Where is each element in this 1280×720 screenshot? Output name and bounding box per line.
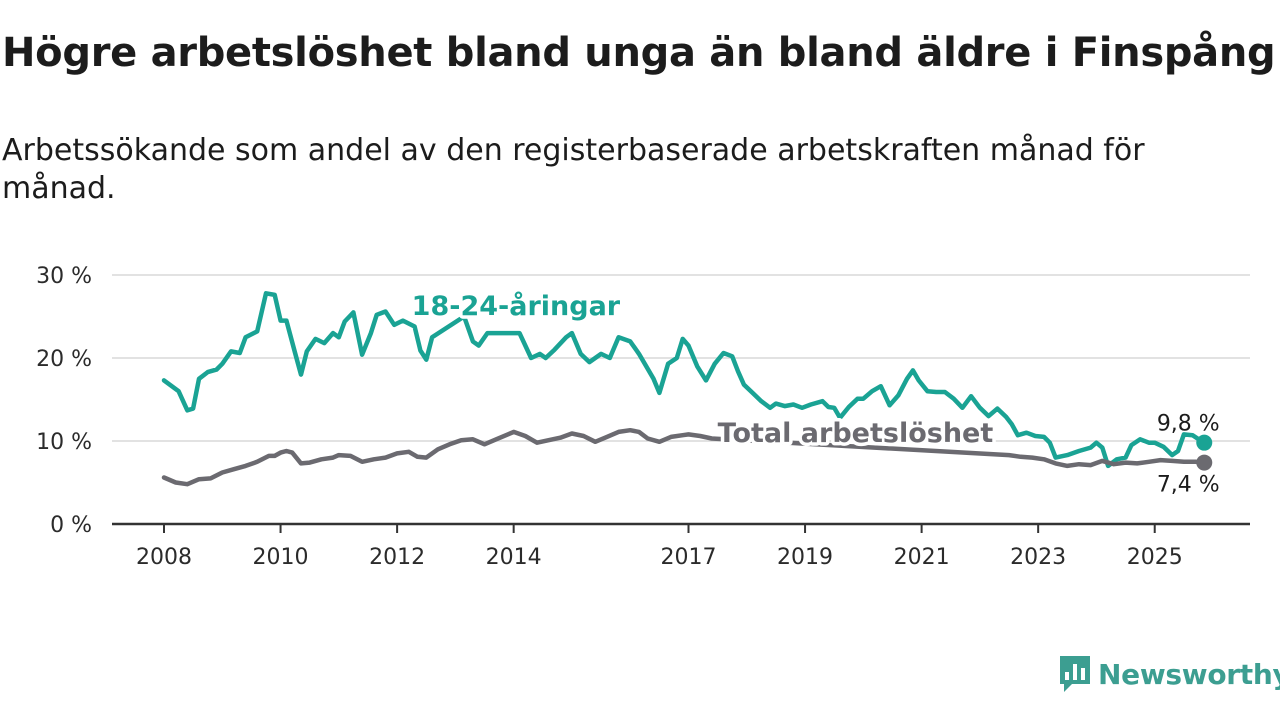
brand-logo: Newsworthy [1058,654,1280,694]
x-tick-label: 2008 [136,545,192,570]
series-line-total [161,427,1207,487]
x-tick-label: 2023 [1010,545,1066,570]
x-tick-label: 2019 [777,545,833,570]
x-tick-label: 2025 [1127,545,1183,570]
end-value-label-total: 7,4 % [1157,473,1220,498]
series-line-youth [161,291,1207,469]
chart-subtitle: Arbetssökande som andel av den registerb… [2,133,1145,206]
y-tick-label: 30 % [36,264,92,289]
newsworthy-logo-icon [1060,656,1090,692]
chart-title: Högre arbetslöshet bland unga än bland ä… [2,30,1276,76]
y-tick-label: 0 % [50,513,92,538]
y-tick-label: 20 % [36,347,92,372]
x-tick-label: 2014 [486,545,542,570]
x-tick-label: 2017 [661,545,717,570]
end-marker-youth [1196,434,1213,451]
x-tick-label: 2021 [894,545,950,570]
series-label-youth: 18-24-åringar [412,290,621,322]
y-tick-label: 10 % [36,430,92,455]
x-tick-label: 2010 [253,545,309,570]
x-tick-label: 2012 [369,545,425,570]
series-label-total: Total arbetslöshet [718,418,994,449]
end-marker-total [1196,454,1213,471]
brand-name: Newsworthy [1098,657,1280,691]
end-value-label-youth: 9,8 % [1157,412,1220,437]
